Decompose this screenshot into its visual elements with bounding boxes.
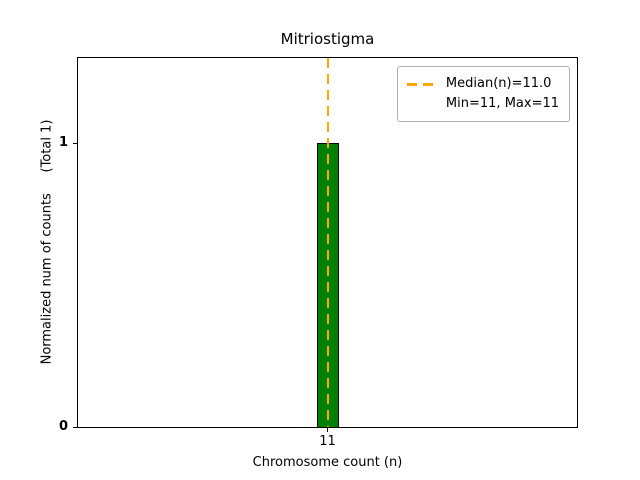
- y-tick-label-1: 1: [58, 135, 68, 150]
- dashed-line-icon: [406, 82, 437, 86]
- legend-label-median: Median(n)=11.0: [445, 76, 552, 91]
- legend-row-minmax: Min=11, Max=11: [407, 94, 559, 114]
- median-dashed-line: [326, 58, 329, 427]
- y-tick-label-0: 0: [58, 419, 68, 434]
- y-tick-mark-0: [73, 427, 77, 428]
- chart-title: Mitriostigma: [280, 30, 375, 48]
- x-axis-label: Chromosome count (n): [252, 455, 403, 470]
- legend: Median(n)=11.0 Min=11, Max=11: [396, 66, 570, 122]
- x-tick-mark-11: [327, 428, 328, 432]
- y-axis-label: Normalized num of counts (Total 1): [39, 119, 55, 365]
- x-tick-label-11: 11: [319, 434, 336, 449]
- plot-area: Median(n)=11.0 Min=11, Max=11: [77, 57, 578, 428]
- legend-row-median: Median(n)=11.0: [406, 74, 559, 94]
- y-tick-mark-1: [73, 143, 77, 144]
- legend-label-minmax: Min=11, Max=11: [445, 96, 559, 111]
